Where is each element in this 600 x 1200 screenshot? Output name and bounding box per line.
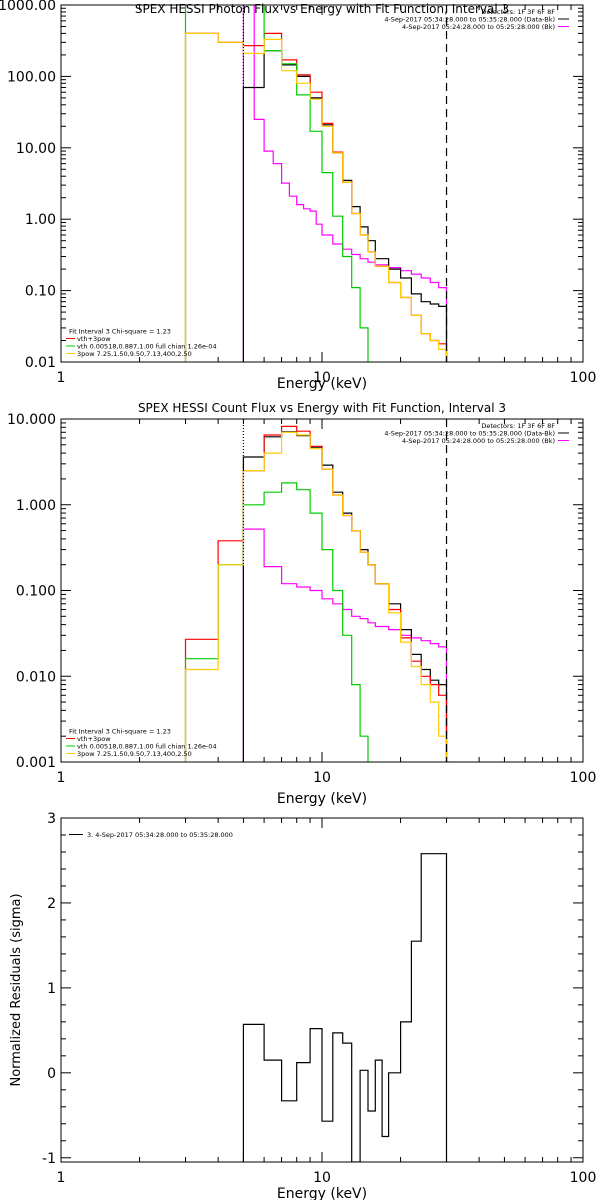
x-tick-label: 1 [57,370,66,386]
y-tick-label: -1 [42,1151,56,1167]
y-axis-label: Normalized Residuals (sigma) [9,893,24,1086]
y-tick-label: 1000.00 [0,0,56,14]
legend-entry: 4-Sep-2017 05:24:28.000 to 05:25:28.000 … [402,23,555,31]
x-tick-label: 1 [57,770,66,786]
series-line [242,431,448,762]
x-axis-label: Energy (keV) [277,1186,367,1200]
series-line [242,5,448,362]
y-tick-label: 0.10 [25,284,56,300]
legend-entry: vth+3pow [77,735,111,743]
x-tick-label: 100 [570,1170,597,1186]
y-tick-label: 1 [47,981,56,997]
series-line [184,5,369,362]
series-line [184,32,448,362]
x-tick-label: 100 [570,770,597,786]
plot-area [242,853,448,1162]
y-tick-label: 0.01 [25,355,56,371]
legend-entry: Detectors: 1F 3F 6F 8F [481,8,555,16]
y-tick-label: 10.000 [7,412,56,428]
series-line [184,32,448,362]
legend-entry: 3pow 7.25,1.50,9.50,7.13,400,2.50 [77,350,192,358]
legend-entry: Detectors: 1F 3F 6F 8F [481,422,555,430]
series-line [242,528,448,762]
legend-entry: vth 0.00518,0.887,1.00 full chian 1.26e-… [77,743,217,751]
series-line [242,853,448,1162]
x-tick-label: 1 [57,1170,66,1186]
legend-entry: 4-Sep-2017 05:34:28.000 to 05:35:28.000 … [384,430,555,438]
series-line [184,431,455,762]
legend-entry: 4-Sep-2017 05:34:28.000 to 05:35:28.000 … [384,16,555,24]
y-tick-label: 0.001 [16,755,56,771]
y-tick-label: 2 [47,896,56,912]
y-tick-label: 3 [47,811,56,827]
legend-entry: Fit Interval 3 Chi-square = 1.23 [69,328,171,336]
plot-frame [60,817,584,1163]
x-tick-label: 10 [313,370,331,386]
x-tick-label: 10 [313,1170,331,1186]
plot-frame [60,4,584,363]
x-tick-label: 100 [570,370,597,386]
legend-entry: 4-Sep-2017 05:24:28.000 to 05:25:28.000 … [402,437,555,445]
count-flux-chart: SPEX HESSI Count Flux vs Energy with Fit… [7,401,596,807]
y-tick-label: 100.00 [7,69,56,85]
y-tick-label: 0 [47,1066,56,1082]
x-axis-label: Energy (keV) [277,376,367,392]
y-tick-label: 1.000 [16,498,56,514]
legend-entry: 3. 4-Sep-2017 05:34:28.000 to 05:35:28.0… [87,831,233,839]
plot-frame [60,418,584,763]
y-tick-label: 1.00 [25,212,56,228]
series-line [184,425,448,762]
series-line [184,482,369,762]
legend-entry: Fit Interval 3 Chi-square = 1.23 [69,728,171,736]
legend-entry: 3pow 7.25,1.50,9.50,7.13,400,2.50 [77,750,192,758]
y-tick-label: 0.100 [16,584,56,600]
photon-flux-chart: SPEX HESSI Photon Flux vs Energy with Fi… [0,0,596,392]
plot-area [184,5,448,362]
x-tick-label: 10 [313,770,331,786]
y-tick-label: 0.010 [16,669,56,685]
chart-title: SPEX HESSI Count Flux vs Energy with Fit… [138,401,506,415]
legend-entry: vth 0.00518,0.887,1.00 full chian 1.26e-… [77,343,217,351]
x-axis-label: Energy (keV) [277,791,367,807]
plot-area [184,419,455,762]
legend-entry: vth+3pow [77,335,111,343]
y-tick-label: 10.00 [16,141,56,157]
series-line [242,49,448,362]
